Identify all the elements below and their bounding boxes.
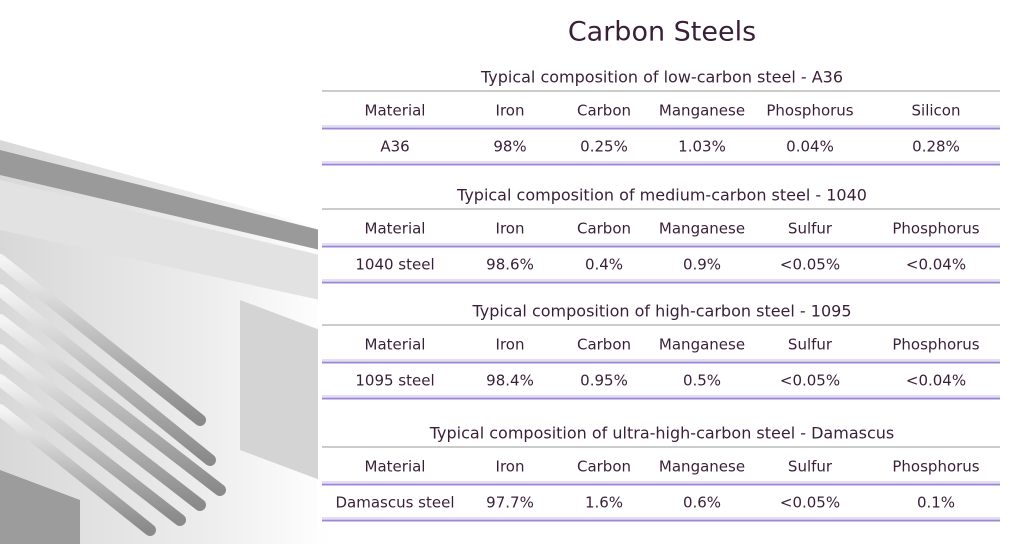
column-header: Material (365, 220, 426, 238)
cell: 1095 steel (355, 372, 434, 390)
cell: 1.03% (678, 138, 726, 156)
cell: 0.28% (912, 138, 960, 156)
column-header: Sulfur (788, 458, 833, 476)
page-title: Carbon Steels (568, 17, 756, 48)
cell: 0.25% (580, 138, 628, 156)
column-header: Sulfur (788, 220, 833, 238)
column-header: Phosphorus (892, 458, 979, 476)
cell: 0.5% (683, 372, 721, 390)
tables: Typical composition of low-carbon steel … (322, 68, 1000, 522)
cell: 1040 steel (355, 256, 434, 274)
column-header: Phosphorus (766, 102, 853, 120)
column-header: Iron (496, 102, 525, 120)
column-header: Carbon (577, 336, 631, 354)
column-header: Carbon (577, 102, 631, 120)
cell: 0.95% (580, 372, 628, 390)
cell: 0.9% (683, 256, 721, 274)
table-caption: Typical composition of high-carbon steel… (471, 302, 851, 321)
table-caption: Typical composition of medium-carbon ste… (456, 186, 867, 205)
cell: 1.6% (585, 494, 623, 512)
cell: 98% (493, 138, 526, 156)
column-header: Manganese (659, 458, 745, 476)
cell: <0.05% (780, 372, 840, 390)
cell: 0.1% (917, 494, 955, 512)
cell: <0.04% (906, 256, 966, 274)
column-header: Manganese (659, 220, 745, 238)
column-header: Material (365, 336, 426, 354)
cell: A36 (380, 138, 409, 156)
column-header: Phosphorus (892, 220, 979, 238)
column-header: Material (365, 458, 426, 476)
column-header: Iron (496, 336, 525, 354)
cell: <0.05% (780, 494, 840, 512)
column-header: Manganese (659, 102, 745, 120)
column-header: Carbon (577, 220, 631, 238)
column-header: Manganese (659, 336, 745, 354)
column-header: Carbon (577, 458, 631, 476)
cell: <0.05% (780, 256, 840, 274)
cell: 0.6% (683, 494, 721, 512)
table-panel (318, 62, 1018, 528)
column-header: Silicon (912, 102, 961, 120)
column-header: Sulfur (788, 336, 833, 354)
column-header: Phosphorus (892, 336, 979, 354)
column-header: Iron (496, 458, 525, 476)
cell: 97.7% (486, 494, 534, 512)
cell: 0.04% (786, 138, 834, 156)
column-header: Iron (496, 220, 525, 238)
cell: 0.4% (585, 256, 623, 274)
table-caption: Typical composition of low-carbon steel … (480, 68, 843, 87)
cell: 98.6% (486, 256, 534, 274)
cell: <0.04% (906, 372, 966, 390)
cell: Damascus steel (335, 494, 454, 512)
steel-image (0, 140, 330, 544)
column-header: Material (365, 102, 426, 120)
table-caption: Typical composition of ultra-high-carbon… (429, 424, 894, 443)
cell: 98.4% (486, 372, 534, 390)
